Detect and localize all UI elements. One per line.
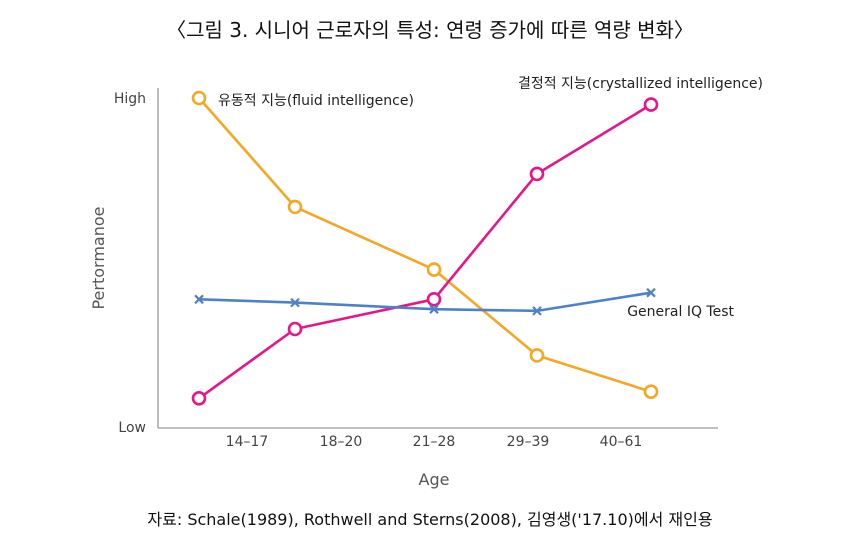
x-tick-label: 21–28 xyxy=(413,434,456,450)
series-line xyxy=(198,97,652,393)
y-tick-label-high: High xyxy=(114,91,146,107)
data-point xyxy=(646,287,656,298)
data-point xyxy=(529,348,545,363)
y-axis-label: Pertormanoe xyxy=(89,206,108,309)
data-point xyxy=(643,384,659,400)
data-point xyxy=(426,291,442,307)
series-line xyxy=(198,103,652,400)
x-tick-label: 14–17 xyxy=(226,434,269,450)
axes: High Low Pertormanoe Age xyxy=(89,88,718,489)
x-axis-label: Age xyxy=(419,470,450,489)
series-1 xyxy=(191,97,659,406)
data-point xyxy=(426,262,442,277)
data-point xyxy=(194,294,204,305)
series-0 xyxy=(191,90,659,400)
data-point xyxy=(429,304,439,314)
data-point xyxy=(191,90,207,106)
data-point xyxy=(529,166,545,182)
series-label: 유동적 지능(fluid intelligence) xyxy=(218,93,414,109)
series-labels: 유동적 지능(fluid intelligence) 결정적 지능(crystal… xyxy=(218,76,763,320)
data-point xyxy=(287,199,303,215)
chart-title: 〈그림 3. 시니어 근로자의 특성: 연령 증가에 따른 역량 변화〉 xyxy=(166,18,694,42)
series-2 xyxy=(194,287,656,316)
x-tick-labels: 14–17 18–20 21–28 29–39 40–61 xyxy=(226,434,643,450)
x-tick-label: 18–20 xyxy=(320,434,363,450)
y-tick-label-low: Low xyxy=(118,420,146,436)
data-point xyxy=(287,321,303,337)
series-label: General IQ Test xyxy=(627,304,734,320)
data-point xyxy=(290,297,300,308)
series-label: 결정적 지능(crystallized intelligence) xyxy=(518,76,763,92)
x-tick-label: 40–61 xyxy=(600,434,643,450)
series-layer xyxy=(191,90,659,406)
x-tick-label: 29–39 xyxy=(507,434,550,450)
data-point xyxy=(643,97,659,112)
source-note: 자료: Schale(1989), Rothwell and Sterns(20… xyxy=(147,510,713,529)
data-point xyxy=(191,390,207,406)
data-point xyxy=(532,306,542,316)
